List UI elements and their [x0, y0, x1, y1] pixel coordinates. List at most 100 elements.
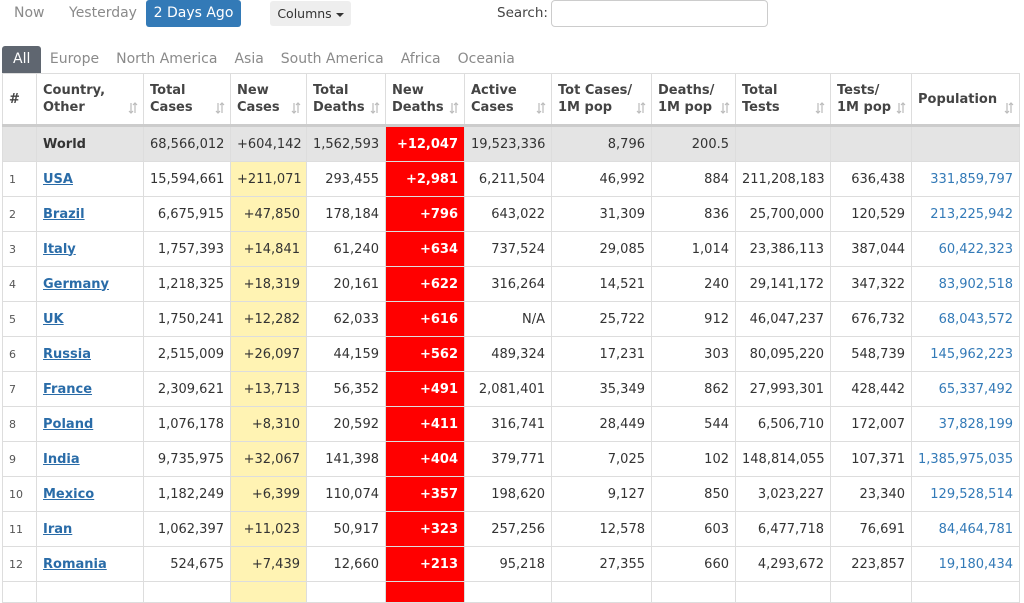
cell-text: 2,309,621 — [157, 381, 224, 397]
country-link[interactable]: Iran — [43, 521, 73, 537]
search-input[interactable] — [551, 0, 768, 27]
cell — [464, 581, 552, 603]
cell: +213 — [385, 546, 465, 582]
cell: 102 — [651, 441, 736, 477]
cell-text: 14,521 — [599, 276, 646, 292]
country-link[interactable]: Germany — [43, 276, 109, 292]
cell-text: 129,528,514 — [930, 486, 1013, 502]
region-tab[interactable]: Africa — [400, 51, 441, 67]
cell-text: 1,218,325 — [157, 276, 224, 292]
column-header[interactable]: Tests/1M pop — [830, 73, 912, 127]
country-link[interactable]: Italy — [43, 241, 76, 257]
tab-yesterday[interactable]: Yesterday — [69, 5, 137, 21]
cell: 10 — [2, 476, 37, 512]
cell-text: 102 — [704, 451, 729, 467]
header-text: Country, — [43, 83, 106, 98]
country-row: 7 France 2,309,621 +13,713 56,352 +491 2,081,4… — [2, 371, 1020, 407]
cell: Mexico — [36, 476, 144, 512]
country-row: 6 Russia 2,515,009 +26,097 44,159 +562 489,324… — [2, 336, 1020, 372]
cell: +404 — [385, 441, 465, 477]
column-header[interactable]: New Deaths — [385, 73, 465, 127]
cell: 1,757,393 — [143, 231, 231, 267]
region-tab[interactable]: North America — [116, 51, 218, 67]
country-link[interactable]: Russia — [43, 346, 91, 362]
cell-text: +211,071 — [237, 171, 302, 187]
cell: 9,735,975 — [143, 441, 231, 477]
cell-text: +323 — [419, 521, 458, 537]
cell-text: 3 — [9, 242, 16, 256]
cell-text: 27,993,301 — [749, 381, 824, 397]
cell: 223,857 — [830, 546, 912, 582]
country-link[interactable]: Poland — [43, 416, 94, 432]
country-link[interactable]: Romania — [43, 556, 107, 572]
cell: 37,828,199 — [911, 406, 1020, 442]
cell: 178,184 — [306, 196, 386, 232]
region-tab[interactable]: Asia — [234, 51, 264, 67]
cell-text: +32,067 — [243, 451, 300, 467]
cell: +32,067 — [230, 441, 307, 477]
cell: 29,085 — [551, 231, 652, 267]
cell: 23,340 — [830, 476, 912, 512]
column-header[interactable]: New Cases — [230, 73, 307, 127]
country-link[interactable]: UK — [43, 311, 64, 327]
cell: 836 — [651, 196, 736, 232]
sort-icon — [720, 102, 730, 114]
country-link[interactable]: France — [43, 381, 93, 397]
sort-icon — [815, 102, 825, 114]
cell: 379,771 — [464, 441, 552, 477]
cell-text: 56,352 — [333, 381, 380, 397]
cell-text: 1,750,241 — [157, 311, 224, 327]
cell: +622 — [385, 266, 465, 302]
cell: 1,062,397 — [143, 511, 231, 547]
cell-text: 27,355 — [599, 556, 646, 572]
cell: 303 — [651, 336, 736, 372]
cell: 6,477,718 — [735, 511, 831, 547]
cell: +411 — [385, 406, 465, 442]
country-link[interactable]: USA — [43, 171, 73, 187]
column-header[interactable]: Country, Other — [36, 73, 144, 127]
columns-button[interactable]: Columns — [270, 1, 351, 26]
tab-2-days-ago[interactable]: 2 Days Ago — [146, 0, 241, 27]
top-bar: Now Yesterday 2 Days Ago Columns Search: — [0, 0, 1024, 27]
cell-text: 15,594,661 — [150, 171, 225, 187]
cell: 2,081,401 — [464, 371, 552, 407]
cell: +2,981 — [385, 161, 465, 197]
column-header[interactable]: Population — [911, 73, 1020, 127]
cell-text: 6 — [9, 347, 16, 361]
region-tab[interactable]: Europe — [49, 51, 100, 67]
region-tab[interactable]: Oceania — [457, 51, 515, 67]
cell-text: 145,962,223 — [930, 346, 1013, 362]
cell: 1,562,593 — [306, 125, 386, 162]
cell: UK — [36, 301, 144, 337]
column-header[interactable]: Total Tests — [735, 73, 831, 127]
region-tab[interactable]: All — [2, 46, 42, 73]
column-header[interactable]: Deaths/1M pop — [651, 73, 736, 127]
column-header[interactable]: Tot Cases/1M pop — [551, 73, 652, 127]
cell-text: 44,159 — [333, 346, 380, 362]
cell: 213,225,942 — [911, 196, 1020, 232]
cell: +11,023 — [230, 511, 307, 547]
column-header[interactable]: Total Deaths — [306, 73, 386, 127]
tab-now[interactable]: Now — [14, 5, 45, 21]
country-row: 9 India 9,735,975 +32,067 141,398 +404 379,771… — [2, 441, 1020, 477]
column-header[interactable]: Active Cases — [464, 73, 552, 127]
cell: 15,594,661 — [143, 161, 231, 197]
cell: 46,992 — [551, 161, 652, 197]
cell: Germany — [36, 266, 144, 302]
country-link[interactable]: India — [43, 451, 80, 467]
country-link[interactable]: Mexico — [43, 486, 95, 502]
cell: 636,438 — [830, 161, 912, 197]
header-text: Population — [918, 91, 998, 107]
cell-text: 8,796 — [607, 136, 645, 152]
cell: +796 — [385, 196, 465, 232]
country-row: 5 UK 1,750,241 +12,282 62,033 +616 N/A 25,722 91… — [2, 301, 1020, 337]
cell-text: +604,142 — [237, 136, 302, 152]
country-row: 10 Mexico 1,182,249 +6,399 110,074 +357 198,62… — [2, 476, 1020, 512]
cell-text: 1,014 — [691, 241, 729, 257]
column-header[interactable]: Total Cases — [143, 73, 231, 127]
cell-text: 29,141,172 — [749, 276, 824, 292]
header-text: Tests/ — [837, 83, 880, 98]
country-row: 12 Romania 524,675 +7,439 12,660 +213 95,218 27… — [2, 546, 1020, 582]
region-tab[interactable]: South America — [280, 51, 384, 67]
country-link[interactable]: Brazil — [43, 206, 85, 222]
